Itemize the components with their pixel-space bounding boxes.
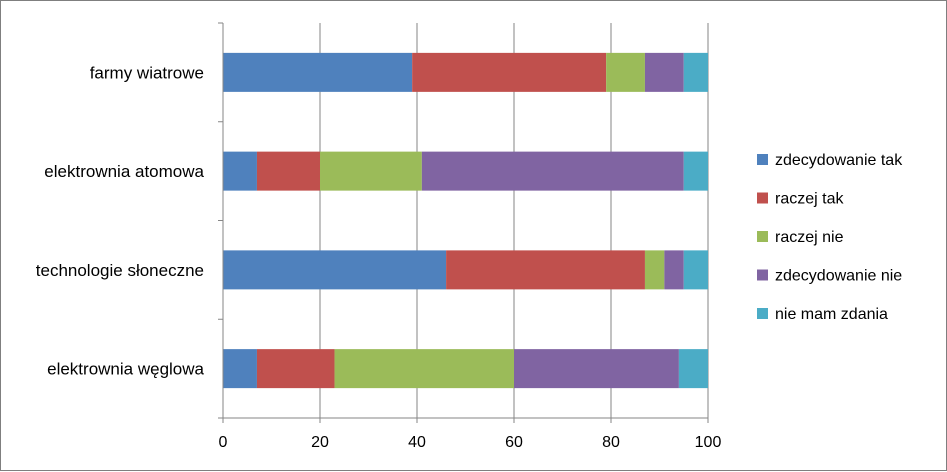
x-tick-label-80: 80: [602, 434, 620, 451]
bar-technologie-sloneczne-zdecydowanie-nie: [664, 250, 684, 290]
legend-label-nie-mam-zdania: nie mam zdania: [775, 306, 888, 323]
bar-technologie-sloneczne-zdecydowanie-tak: [223, 250, 447, 290]
legend-label-raczej-nie: raczej nie: [775, 229, 844, 246]
legend-label-zdecydowanie-nie: zdecydowanie nie: [775, 268, 902, 285]
bar-elektrownia-atomowa-raczej-nie: [320, 151, 422, 191]
x-tick-label-0: 0: [219, 434, 228, 451]
bar-elektrownia-atomowa-zdecydowanie-nie: [421, 151, 684, 191]
legend-swatch-raczej-nie: [757, 231, 768, 242]
bar-farmy-wiatrowe-zdecydowanie-tak: [223, 52, 413, 92]
bar-farmy-wiatrowe-raczej-tak: [412, 52, 607, 92]
bar-farmy-wiatrowe-nie-mam-zdania: [683, 52, 708, 92]
axes: [218, 22, 709, 423]
legend-swatch-raczej-tak: [757, 192, 768, 204]
bar-elektrownia-atomowa-raczej-tak: [256, 151, 320, 191]
category-label-technologie-sloneczne: technologie słoneczne: [36, 261, 204, 280]
legend-label-raczej-tak: raczej tak: [775, 191, 844, 208]
bar-technologie-sloneczne-raczej-nie: [644, 250, 665, 290]
bar-elektrownia-weglowa-nie-mam-zdania: [678, 349, 708, 389]
legend-swatch-zdecydowanie-tak: [757, 154, 768, 165]
bar-technologie-sloneczne-raczej-tak: [446, 250, 645, 290]
x-tick-label-40: 40: [408, 434, 426, 451]
bar-elektrownia-atomowa-zdecydowanie-tak: [223, 151, 257, 191]
legend-swatch-zdecydowanie-nie: [757, 269, 768, 281]
legend-swatch-nie-mam-zdania: [757, 308, 768, 319]
category-labels: farmy wiatrowe elektrownia atomowa technol…: [36, 63, 205, 378]
bar-elektrownia-weglowa-zdecydowanie-tak: [223, 349, 257, 389]
category-label-elektrownia-atomowa: elektrownia atomowa: [44, 162, 204, 181]
bar-farmy-wiatrowe-raczej-nie: [606, 52, 645, 92]
x-tick-label-20: 20: [311, 434, 329, 451]
bar-elektrownia-weglowa-raczej-nie: [334, 349, 514, 389]
bars: [223, 52, 708, 389]
x-tick-label-100: 100: [695, 434, 722, 451]
bar-technologie-sloneczne-nie-mam-zdania: [683, 250, 708, 290]
legend: zdecydowanie tak raczej tak raczej nie zdec…: [757, 152, 903, 323]
bar-farmy-wiatrowe-zdecydowanie-nie: [644, 52, 684, 92]
bar-elektrownia-weglowa-raczej-tak: [256, 349, 335, 389]
bar-elektrownia-atomowa-nie-mam-zdania: [683, 151, 708, 191]
legend-label-zdecydowanie-tak: zdecydowanie tak: [775, 152, 903, 169]
x-tick-label-60: 60: [505, 434, 523, 451]
x-tick-labels: 0 20 40 60 80 100: [219, 434, 722, 451]
bar-elektrownia-weglowa-zdecydowanie-nie: [514, 349, 679, 389]
category-label-elektrownia-weglowa: elektrownia węglowa: [47, 360, 204, 379]
category-label-farmy-wiatrowe: farmy wiatrowe: [90, 63, 204, 82]
